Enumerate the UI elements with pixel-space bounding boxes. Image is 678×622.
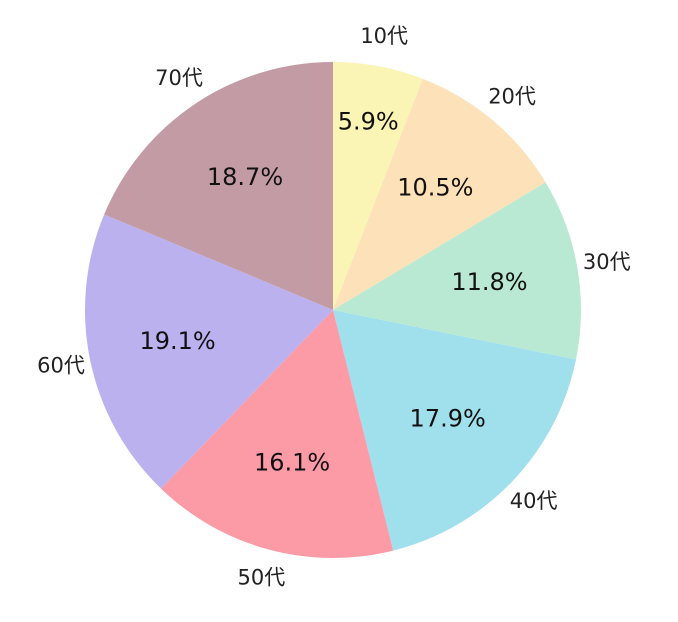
category-label: 40代 bbox=[510, 489, 558, 513]
value-label: 18.7% bbox=[207, 163, 283, 191]
pie-slice bbox=[104, 62, 334, 310]
pie-slice bbox=[333, 310, 577, 551]
value-label: 11.8% bbox=[451, 268, 527, 296]
category-label: 70代 bbox=[155, 66, 203, 90]
pie-slice bbox=[85, 214, 333, 489]
category-label: 60代 bbox=[37, 353, 85, 377]
pie-slice bbox=[160, 310, 394, 558]
category-label: 20代 bbox=[488, 85, 536, 109]
pie-slice bbox=[333, 62, 423, 310]
pie-slice bbox=[333, 182, 581, 360]
pie-slice bbox=[333, 78, 546, 310]
category-label: 30代 bbox=[583, 250, 631, 274]
value-label: 5.9% bbox=[338, 107, 399, 135]
value-label: 19.1% bbox=[139, 327, 215, 355]
category-label: 50代 bbox=[238, 565, 286, 589]
value-label: 10.5% bbox=[397, 174, 473, 202]
value-label: 16.1% bbox=[254, 448, 330, 476]
category-label: 10代 bbox=[360, 24, 408, 48]
value-label: 17.9% bbox=[410, 405, 486, 433]
